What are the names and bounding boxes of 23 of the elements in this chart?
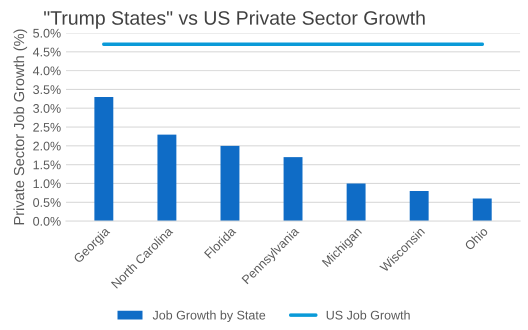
legend-label: US Job Growth bbox=[326, 310, 410, 320]
y-tick-label: 4.5% bbox=[32, 48, 61, 56]
y-axis-title: Private Sector Job Growth (%) bbox=[14, 29, 28, 224]
y-tick-label: 1.5% bbox=[34, 160, 61, 170]
bar bbox=[284, 157, 302, 222]
bar bbox=[220, 146, 240, 222]
y-tick-label: 4.0% bbox=[32, 66, 61, 76]
bar bbox=[346, 183, 366, 222]
chart-title: "Trump States" vs US Private Sector Growth bbox=[44, 10, 425, 29]
y-tick-label: 1.0% bbox=[34, 179, 61, 188]
bar bbox=[157, 134, 176, 222]
bar bbox=[94, 96, 114, 222]
bar bbox=[472, 198, 492, 222]
bar bbox=[410, 191, 429, 222]
x-tick-label: Ohio bbox=[464, 226, 488, 251]
y-tick-label: 2.5% bbox=[33, 122, 61, 132]
y-tick-label: 3.5% bbox=[33, 85, 61, 94]
y-tick-label: 0.0% bbox=[33, 216, 61, 226]
y-tick-label: 3.0% bbox=[33, 104, 61, 113]
y-tick-label: 2.0% bbox=[33, 142, 61, 151]
y-tick-label: 0.5% bbox=[33, 198, 61, 207]
y-tick-label: 5.0% bbox=[33, 28, 61, 38]
legend-label: Job Growth by State bbox=[152, 310, 266, 322]
